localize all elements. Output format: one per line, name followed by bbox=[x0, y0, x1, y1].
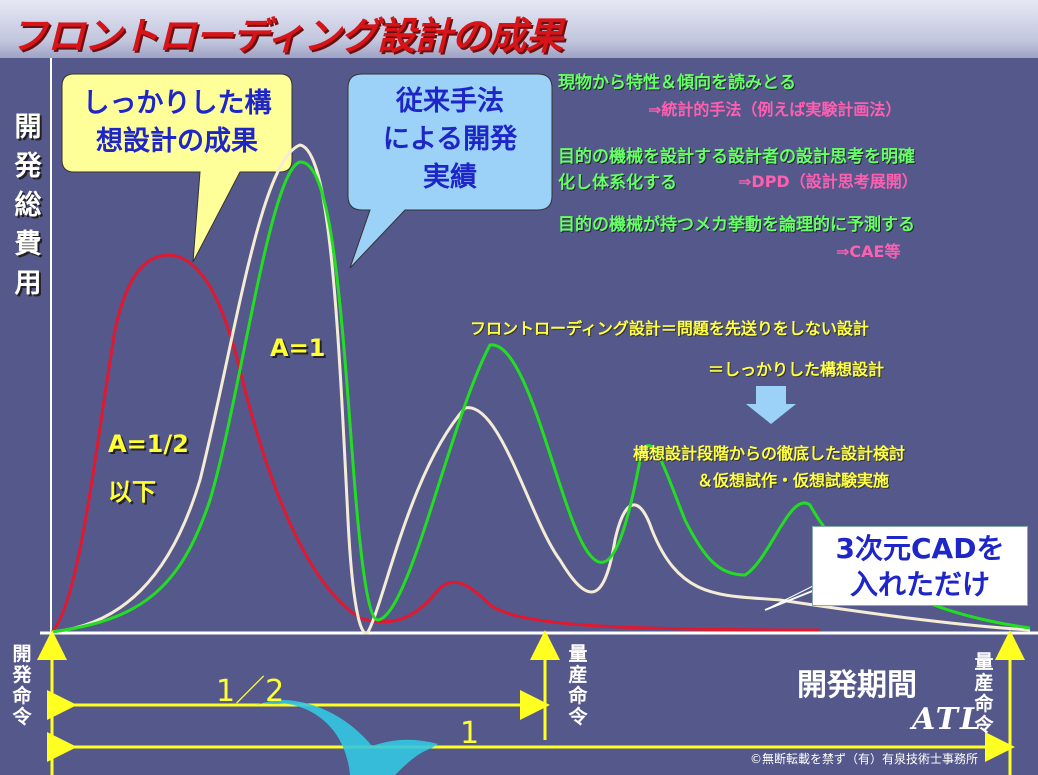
half-period-label: 1／2 bbox=[216, 674, 285, 709]
copyright-notice: ©無断転載を禁ず（有）有泉技術士事務所 bbox=[750, 752, 979, 766]
conventional-white-curve bbox=[51, 143, 1031, 635]
method-2-sub: ⇒DPD（設計思考展開） bbox=[738, 172, 918, 191]
cyan-curved-arrow bbox=[255, 699, 438, 775]
frontloading-detail-1: 構想設計段階からの徹底した設計検討 bbox=[633, 444, 906, 463]
conventional-green-curve bbox=[51, 160, 1031, 634]
x-axis-label: 開発期間 bbox=[797, 668, 917, 703]
method-1-sub: ⇒統計的手法（例えば実験計画法） bbox=[648, 100, 902, 119]
frontloading-detail-2: ＆仮想試作・仮想試験実施 bbox=[697, 471, 890, 490]
method-2-text-2: 化し体系化する bbox=[558, 173, 677, 193]
dev-order-label: 開 発 命 令 bbox=[12, 643, 32, 728]
title-band bbox=[0, 0, 1038, 58]
frontloading-equals: ＝しっかりした構想設計 bbox=[708, 360, 885, 379]
down-arrow bbox=[746, 386, 796, 424]
cad-box-line-1: 3次元CADを bbox=[835, 532, 1005, 565]
method-1-text: 現物から特性＆傾向を読みとる bbox=[558, 73, 796, 93]
callout-conceptual-text: しっかりした構 想設計の成果 bbox=[82, 88, 272, 157]
method-3-text: 目的の機械が持つメカ挙動を論理的に予測する bbox=[558, 215, 915, 235]
callout-conventional-text: 従来手法 による開発 実績 bbox=[382, 86, 518, 193]
mass-production-order-label-2: 量 産 命 令 bbox=[974, 651, 994, 736]
cad-box: 3次元CADを 入れただけ bbox=[812, 526, 1028, 606]
label-a-half: A=1/2 bbox=[108, 430, 189, 458]
y-axis-label: 開 発 総 費 用 bbox=[14, 112, 42, 299]
method-2-text: 目的の機械を設計する設計者の設計思考を明確 bbox=[558, 147, 915, 167]
callout-conceptual-bubble bbox=[61, 73, 293, 263]
conceptual-design-curve bbox=[50, 253, 821, 633]
atl-logo: ATL bbox=[912, 702, 984, 737]
page-title: フロントローディング設計の成果 bbox=[10, 14, 563, 58]
label-a-one: A=1 bbox=[270, 334, 326, 362]
frontloading-definition: フロントローディング設計＝問題を先送りをしない設計 bbox=[470, 319, 869, 338]
callout-conventional-bubble bbox=[347, 73, 553, 269]
cad-box-line-2: 入れただけ bbox=[849, 568, 990, 601]
mass-production-order-label-1: 量 産 命 令 bbox=[568, 643, 588, 728]
method-3-sub: ⇒CAE等 bbox=[836, 242, 901, 261]
full-period-label: 1 bbox=[460, 716, 480, 751]
label-a-half-sub: 以下 bbox=[108, 478, 156, 506]
